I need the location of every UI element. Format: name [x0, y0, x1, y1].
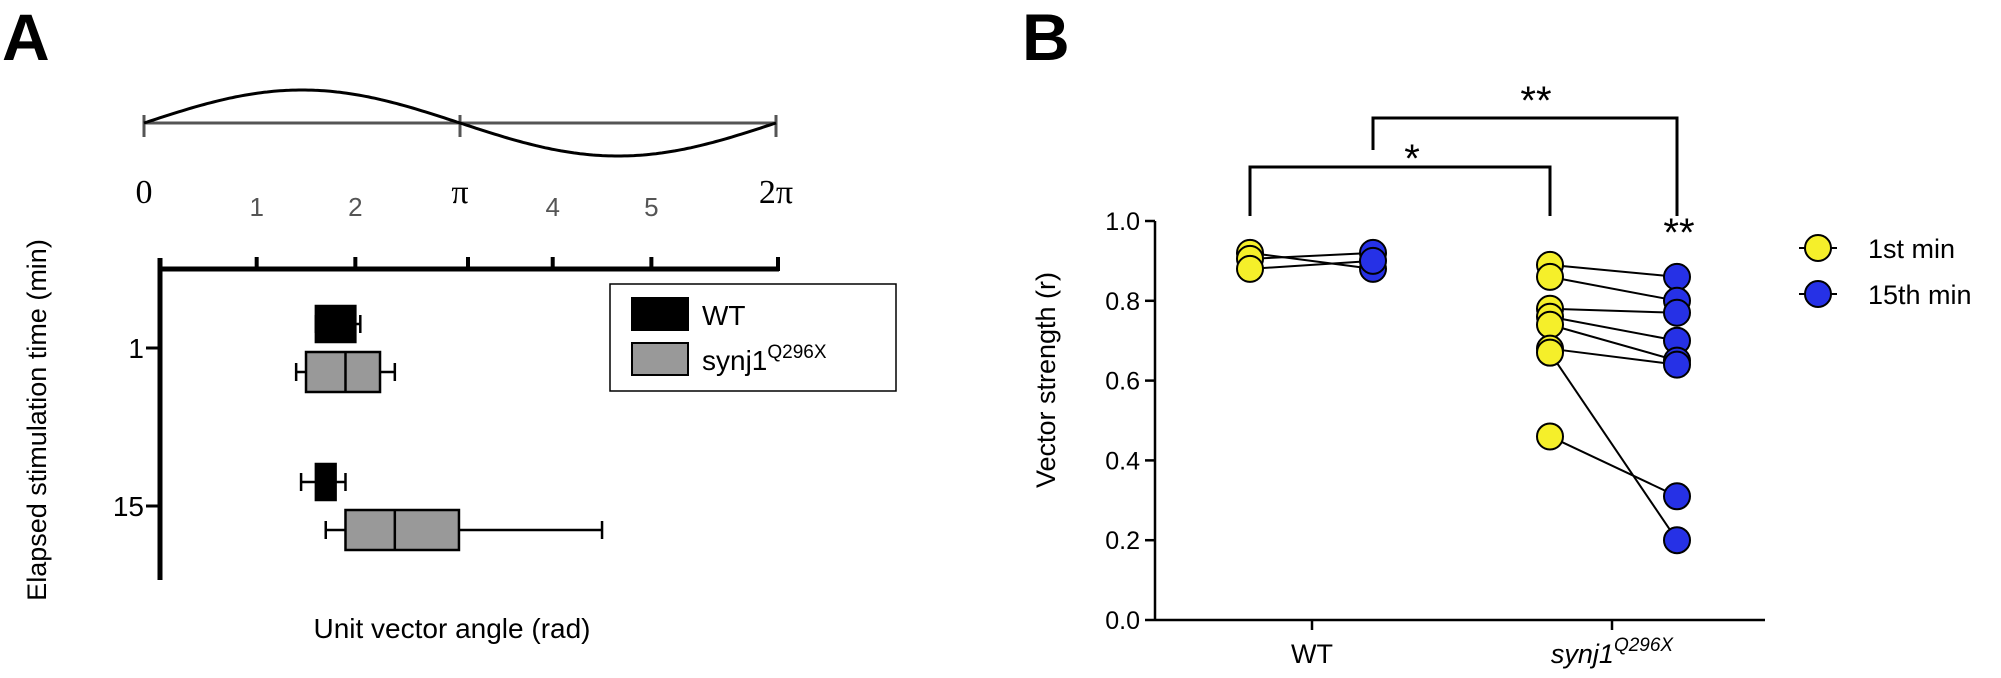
panel-b-x-ticks: WT synj1Q296X — [1291, 620, 1674, 669]
boxplot-wt-1 — [314, 304, 362, 344]
legend-label-synj1: synj1Q296X — [702, 342, 827, 376]
panel-b-points — [1236, 238, 1691, 555]
pair-line — [1549, 263, 1678, 278]
legend-label-synj1-main: synj1 — [702, 345, 767, 376]
y-tick-label: 0.8 — [1105, 288, 1140, 316]
x-tick-label: WT — [1291, 639, 1333, 669]
pair-line — [1249, 251, 1374, 260]
panel-a-label: A — [2, 0, 50, 74]
pair-line — [1549, 435, 1678, 498]
panel-a-x-ticks — [254, 257, 780, 271]
y-tick-label: 1.0 — [1105, 208, 1140, 236]
pair-line — [1249, 251, 1374, 270]
panel-b-label: B — [1022, 0, 1070, 74]
box — [314, 304, 357, 344]
boxplot-synj1-15 — [324, 508, 604, 552]
point-1st-min — [1236, 254, 1264, 283]
y-tick-label: 0.4 — [1105, 447, 1140, 475]
boxplot-synj1-1 — [294, 350, 397, 394]
pair-line — [1549, 352, 1678, 541]
box — [304, 350, 382, 394]
y-tick-label: 0.0 — [1105, 607, 1140, 635]
pair-line — [1549, 307, 1678, 314]
phase-label: π — [451, 174, 468, 211]
sig-star-3: ** — [1663, 211, 1694, 255]
boxplot-wt-15 — [299, 462, 347, 502]
panel-b-ylabel: Vector strength (r) — [1031, 272, 1061, 488]
x-tick-label: synj1Q296X — [1551, 635, 1675, 669]
legend-swatch-synj1 — [631, 342, 689, 376]
y-tick-label: 15 — [113, 491, 144, 522]
legend-label-wt: WT — [702, 300, 746, 331]
pair-line — [1549, 347, 1678, 366]
point-1st-min — [1536, 422, 1564, 451]
significance-brackets: * ** ** — [1248, 79, 1695, 255]
legend-marker-15th — [1804, 280, 1832, 308]
point-15th-min — [1663, 526, 1691, 555]
phase-label: 2 — [348, 192, 362, 222]
pair-line — [1549, 323, 1678, 362]
phase-label: 4 — [545, 192, 559, 222]
point-15th-min — [1359, 246, 1387, 275]
panel-a-xlabel: Unit vector angle (rad) — [313, 613, 590, 644]
panel-b-y-ticks: 0.0 0.2 0.4 0.6 0.8 1.0 — [1105, 208, 1155, 635]
panel-a-boxes — [294, 304, 604, 552]
phase-labels: 0 1 2 π 4 5 2π — [136, 174, 794, 222]
y-tick-label: 0.6 — [1105, 368, 1140, 396]
point-15th-min — [1663, 298, 1691, 327]
point-15th-min — [1663, 350, 1691, 379]
panel-a-y-ticks: 1 15 — [113, 333, 160, 522]
point-15th-min — [1663, 482, 1691, 511]
sine-wave — [143, 88, 777, 158]
phase-label: 2π — [759, 174, 793, 211]
sig-star-1: * — [1404, 137, 1420, 181]
sig-star-2: ** — [1520, 79, 1551, 123]
point-1st-min — [1536, 338, 1564, 367]
y-tick-label: 1 — [128, 333, 144, 364]
pair-line — [1249, 259, 1374, 270]
phase-label: 5 — [644, 192, 658, 222]
point-1st-min — [1536, 262, 1564, 291]
panel-b-legend: 1st min 15th min — [1799, 234, 1972, 310]
point-1st-min — [1536, 310, 1564, 339]
legend-marker-1st — [1804, 234, 1832, 262]
box — [344, 508, 461, 552]
phase-schematic — [142, 88, 778, 158]
panel-b-pair-lines — [1249, 251, 1678, 541]
point-15th-min — [1663, 262, 1691, 291]
bracket-wt-vs-synj1-1st — [1248, 165, 1552, 216]
legend-swatch-wt — [631, 297, 689, 331]
legend-label-synj1-sup: Q296X — [767, 342, 826, 363]
panel-a-legend: WT synj1Q296X — [609, 283, 897, 392]
panel-a-ylabel: Elapsed stimulation time (min) — [22, 239, 52, 601]
pair-line — [1549, 315, 1678, 342]
bracket-wt-vs-synj1-15th — [1371, 116, 1679, 216]
pair-line — [1549, 275, 1678, 302]
legend-label-15th: 15th min — [1868, 280, 1972, 310]
y-tick-label: 0.2 — [1105, 527, 1140, 555]
phase-label: 1 — [249, 192, 263, 222]
legend-label-1st: 1st min — [1868, 234, 1955, 264]
phase-label: 0 — [136, 174, 153, 211]
